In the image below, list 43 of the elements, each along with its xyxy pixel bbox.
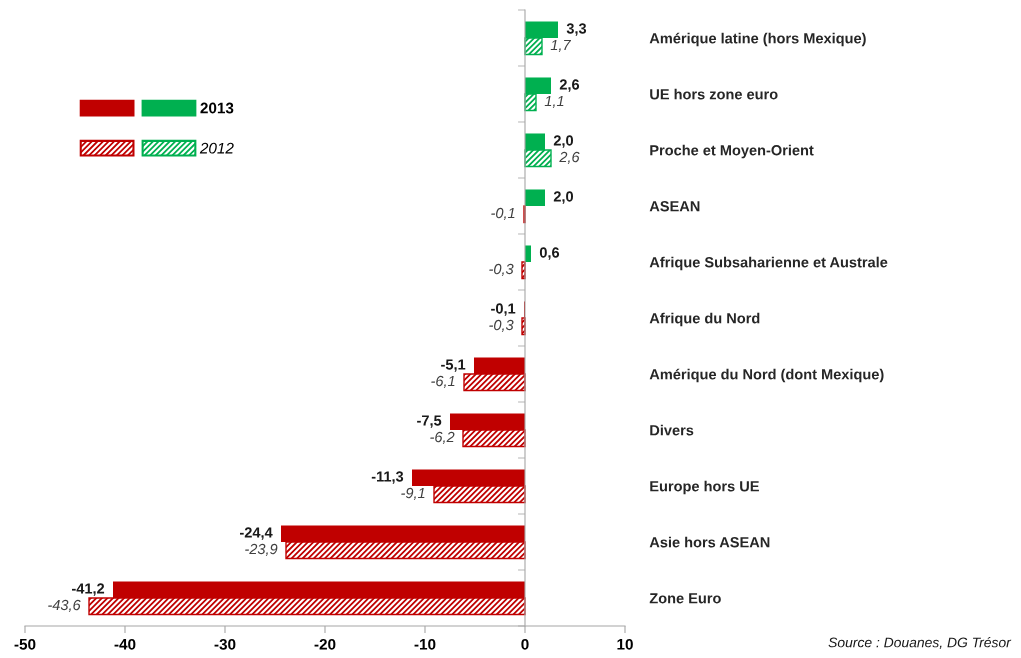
data-label: 1,7: [550, 40, 572, 52]
legend-label: 2013: [200, 102, 234, 114]
data-label: -41,2: [72, 583, 105, 596]
data-label: -24,4: [240, 527, 273, 540]
x-tick-label: -10: [414, 638, 436, 650]
y-tick-label: Europe hors UE: [650, 480, 759, 495]
data-label: -43,6: [48, 599, 81, 612]
x-tick-label: -40: [114, 638, 136, 650]
data-label: -0,3: [489, 319, 514, 332]
data-label: -5,1: [441, 359, 466, 372]
data-label: 2,6: [559, 151, 580, 164]
data-label: -9,1: [401, 487, 425, 500]
y-tick-label: Afrique du Nord: [649, 312, 760, 327]
x-tick-label: -20: [314, 638, 336, 650]
y-tick-label: Divers: [650, 424, 694, 436]
y-tick-label: Asie hors ASEAN: [649, 536, 770, 548]
y-tick-label: Amérique du Nord (dont Mexique): [649, 368, 884, 383]
data-label: 2,6: [559, 79, 580, 92]
source-note: Source : Douanes, DG Trésor: [828, 636, 1012, 649]
data-label: -23,9: [245, 543, 278, 556]
data-label: 1,1: [544, 96, 564, 108]
x-tick-label: 10: [617, 638, 633, 650]
data-label: -6,2: [430, 431, 455, 444]
y-tick-label: ASEAN: [649, 201, 700, 212]
data-label: -7,5: [417, 415, 442, 428]
data-label: 2,0: [553, 135, 574, 148]
y-tick-label: Proche et Moyen-Orient: [650, 144, 814, 159]
y-tick-label: Zone Euro: [649, 593, 721, 604]
data-label: -0,3: [489, 263, 514, 276]
legend-label: 2012: [199, 142, 234, 154]
y-tick-label: Afrique Subsaharienne et Australe: [649, 256, 888, 271]
data-label: -11,3: [371, 471, 404, 484]
data-label: 0,6: [539, 247, 560, 260]
x-tick-label: -50: [14, 638, 36, 650]
data-label: 3,3: [566, 23, 587, 36]
y-tick-label: UE hors zone euro: [650, 88, 778, 100]
data-label: -0,1: [491, 303, 516, 316]
x-tick-label: 0: [521, 638, 529, 650]
data-label: 2,0: [553, 191, 574, 204]
data-label: -6,1: [431, 375, 455, 388]
y-tick-label: Amérique latine (hors Mexique): [649, 32, 866, 47]
x-tick-label: -30: [214, 638, 236, 650]
data-label: -0,1: [491, 207, 515, 220]
